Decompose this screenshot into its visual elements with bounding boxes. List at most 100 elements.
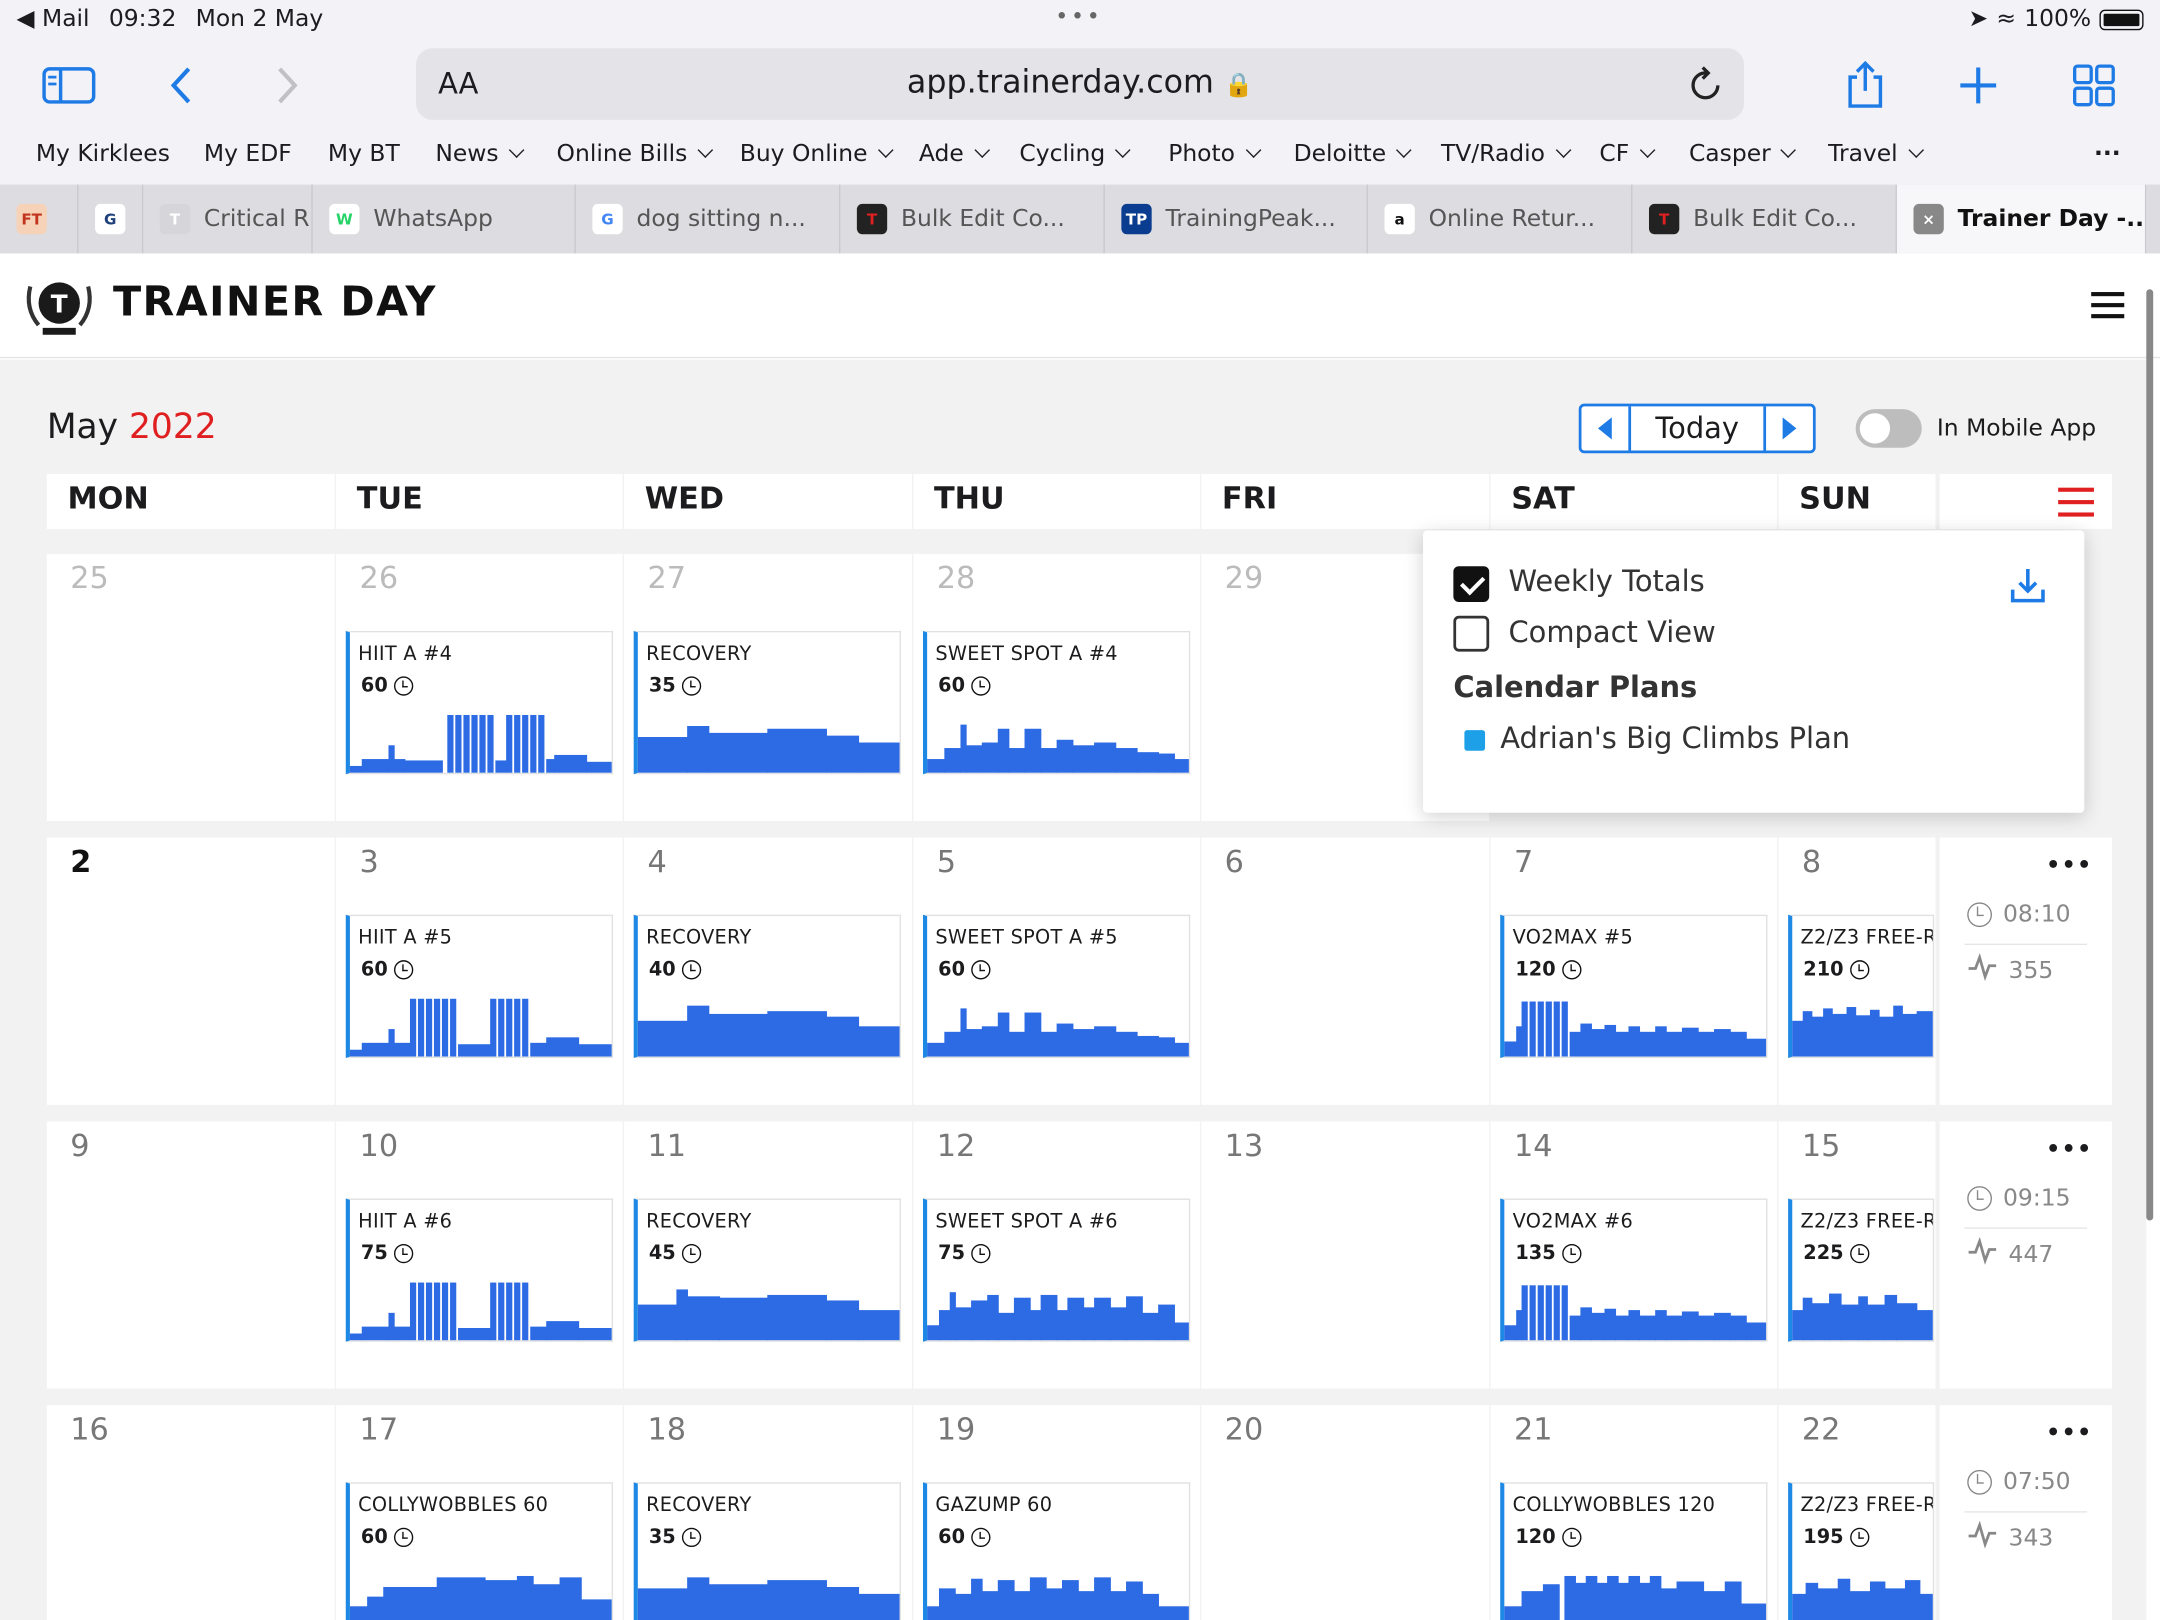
workout-card[interactable]: VO2MAX #5 120 bbox=[1500, 914, 1768, 1058]
mobile-app-toggle[interactable] bbox=[1855, 409, 1922, 448]
bookmark-news[interactable]: News bbox=[435, 141, 525, 168]
browser-tab[interactable]: a Online Retur... bbox=[1368, 184, 1633, 254]
browser-tab[interactable]: TP TrainingPeak... bbox=[1105, 184, 1368, 254]
workout-card[interactable]: SWEET SPOT A #5 60 bbox=[922, 914, 1191, 1058]
sidebar-toggle-button[interactable] bbox=[39, 55, 100, 116]
workout-interval-bar bbox=[393, 1042, 411, 1057]
page-scrollbar[interactable] bbox=[2146, 289, 2154, 1221]
address-bar[interactable]: AA app.trainerday.com 🔒 bbox=[416, 48, 1745, 120]
reader-settings-button[interactable]: AA bbox=[438, 67, 479, 101]
workout-card[interactable]: VO2MAX #6 135 bbox=[1500, 1198, 1768, 1342]
day-cell[interactable]: 26 HIIT A #4 60 bbox=[336, 553, 623, 822]
bookmark-casper[interactable]: Casper bbox=[1689, 141, 1797, 168]
browser-tab[interactable]: T Bulk Edit Co... bbox=[1632, 184, 1897, 254]
workout-card[interactable]: COLLYWOBBLES 60 60 bbox=[345, 1482, 614, 1620]
workout-card[interactable]: SWEET SPOT A #4 60 bbox=[922, 630, 1191, 775]
day-cell[interactable]: 22 Z2/Z3 FREE-R 195 bbox=[1778, 1405, 1936, 1620]
bookmark-travel[interactable]: Travel bbox=[1828, 141, 1924, 168]
browser-tab[interactable]: × Trainer Day -... bbox=[1896, 184, 2147, 254]
bookmark-cycling[interactable]: Cycling bbox=[1019, 141, 1131, 168]
reload-button[interactable] bbox=[1689, 65, 1725, 109]
tab-overview-button[interactable] bbox=[2064, 55, 2125, 116]
bookmark-my-edf[interactable]: My EDF bbox=[204, 141, 292, 169]
day-cell[interactable]: 10 HIIT A #6 75 bbox=[336, 1121, 623, 1389]
workout-card[interactable]: HIIT A #4 60 bbox=[345, 630, 614, 775]
day-cell[interactable]: 20 bbox=[1201, 1405, 1490, 1620]
workout-interval-bar bbox=[981, 742, 999, 773]
day-cell[interactable]: 11 RECOVERY 45 bbox=[624, 1121, 912, 1389]
new-tab-button[interactable] bbox=[1948, 55, 2009, 116]
day-cell[interactable]: 27 RECOVERY 35 bbox=[624, 553, 912, 822]
day-cell[interactable]: 25 bbox=[46, 553, 335, 822]
bookmark-deloitte[interactable]: Deloitte bbox=[1294, 141, 1412, 168]
workout-card[interactable]: Z2/Z3 FREE-R 225 bbox=[1788, 1198, 1935, 1342]
compact-view-checkbox[interactable] bbox=[1453, 615, 1490, 652]
workout-card[interactable]: COLLYWOBBLES 120 120 bbox=[1500, 1482, 1768, 1620]
bookmark-tv-radio[interactable]: TV/Radio bbox=[1441, 141, 1571, 168]
browser-tab[interactable]: T Bulk Edit Co... bbox=[840, 184, 1105, 254]
day-cell[interactable]: 17 COLLYWOBBLES 60 60 bbox=[336, 1405, 623, 1620]
workout-interval-bar bbox=[1008, 748, 1026, 773]
browser-tab[interactable]: T Critical R bbox=[143, 184, 313, 254]
workout-card[interactable]: RECOVERY 45 bbox=[633, 1198, 901, 1342]
calendar-options-menu-button[interactable] bbox=[2058, 487, 2094, 518]
workout-card[interactable]: RECOVERY 40 bbox=[633, 914, 901, 1058]
bookmark-buy-online[interactable]: Buy Online bbox=[740, 141, 894, 168]
share-button[interactable] bbox=[1835, 55, 1896, 116]
week-options-button[interactable]: ••• bbox=[2046, 1135, 2093, 1162]
day-cell[interactable]: 18 RECOVERY 35 bbox=[624, 1405, 912, 1620]
workout-card[interactable]: RECOVERY 35 bbox=[633, 1482, 901, 1620]
weekly-totals-checkbox[interactable] bbox=[1453, 566, 1490, 603]
workout-card[interactable]: HIIT A #5 60 bbox=[345, 914, 614, 1058]
main-menu-button[interactable] bbox=[2091, 292, 2125, 320]
week-options-button[interactable]: ••• bbox=[2046, 851, 2093, 878]
workout-card[interactable]: RECOVERY 35 bbox=[633, 630, 901, 775]
day-cell[interactable]: 13 bbox=[1201, 1121, 1490, 1389]
workout-card[interactable]: Z2/Z3 FREE-R 210 bbox=[1788, 914, 1935, 1058]
day-cell[interactable]: 16 bbox=[46, 1405, 335, 1620]
day-cell[interactable]: 7 VO2MAX #5 120 bbox=[1490, 837, 1778, 1105]
bookmark-my-kirklees[interactable]: My Kirklees bbox=[36, 141, 170, 169]
day-cell[interactable]: 28 SWEET SPOT A #4 60 bbox=[913, 553, 1200, 822]
next-month-button[interactable] bbox=[1763, 406, 1813, 451]
browser-tab[interactable]: G bbox=[79, 184, 144, 254]
previous-month-button[interactable] bbox=[1581, 406, 1632, 451]
day-cell[interactable]: 8 Z2/Z3 FREE-R 210 bbox=[1778, 837, 1936, 1105]
day-cell[interactable]: 2 bbox=[46, 837, 335, 1105]
browser-tab[interactable]: W WhatsApp bbox=[313, 184, 576, 254]
back-button[interactable] bbox=[152, 55, 213, 116]
bookmark-ade[interactable]: Ade bbox=[919, 141, 990, 168]
workout-interval-bar bbox=[1504, 1325, 1518, 1341]
multitasking-dots[interactable]: ••• bbox=[1055, 2, 1103, 29]
day-cell[interactable]: 15 Z2/Z3 FREE-R 225 bbox=[1778, 1121, 1936, 1389]
day-cell[interactable]: 9 bbox=[46, 1121, 335, 1389]
bookmark-online-bills[interactable]: Online Bills bbox=[557, 141, 714, 168]
browser-tab[interactable]: FT bbox=[0, 184, 79, 254]
back-to-mail-link[interactable]: ◀ Mail bbox=[16, 5, 90, 34]
day-cell[interactable]: 21 COLLYWOBBLES 120 120 bbox=[1490, 1405, 1778, 1620]
day-cell[interactable]: 14 VO2MAX #6 135 bbox=[1490, 1121, 1778, 1389]
day-cell[interactable]: 19 GAZUMP 60 60 bbox=[913, 1405, 1200, 1620]
bookmark-my-bt[interactable]: My BT bbox=[328, 141, 400, 169]
day-cell[interactable]: 6 bbox=[1201, 837, 1490, 1105]
bookmark-cf[interactable]: CF bbox=[1599, 141, 1655, 168]
day-cell[interactable]: 4 RECOVERY 40 bbox=[624, 837, 912, 1105]
workout-interval-bar bbox=[514, 998, 521, 1057]
today-button[interactable]: Today bbox=[1655, 411, 1740, 445]
plan-item[interactable]: Adrian's Big Climbs Plan bbox=[1500, 721, 1851, 755]
mobile-app-toggle-label: In Mobile App bbox=[1936, 414, 2097, 443]
location-icon: ➤ bbox=[1968, 5, 1989, 34]
day-cell[interactable]: 5 SWEET SPOT A #5 60 bbox=[913, 837, 1200, 1105]
workout-card[interactable]: HIIT A #6 75 bbox=[345, 1198, 614, 1342]
forward-button[interactable] bbox=[256, 55, 317, 116]
workout-card[interactable]: GAZUMP 60 60 bbox=[922, 1482, 1191, 1620]
workout-card[interactable]: Z2/Z3 FREE-R 195 bbox=[1788, 1482, 1935, 1620]
workout-card[interactable]: SWEET SPOT A #6 75 bbox=[922, 1198, 1191, 1342]
week-options-button[interactable]: ••• bbox=[2046, 1418, 2093, 1446]
day-cell[interactable]: 3 HIIT A #5 60 bbox=[336, 837, 623, 1105]
bookmark-photo[interactable]: Photo bbox=[1168, 141, 1261, 168]
day-cell[interactable]: 12 SWEET SPOT A #6 75 bbox=[913, 1121, 1200, 1389]
download-button[interactable] bbox=[2007, 565, 2048, 612]
more-bookmarks-button[interactable]: ··· bbox=[2093, 140, 2121, 169]
